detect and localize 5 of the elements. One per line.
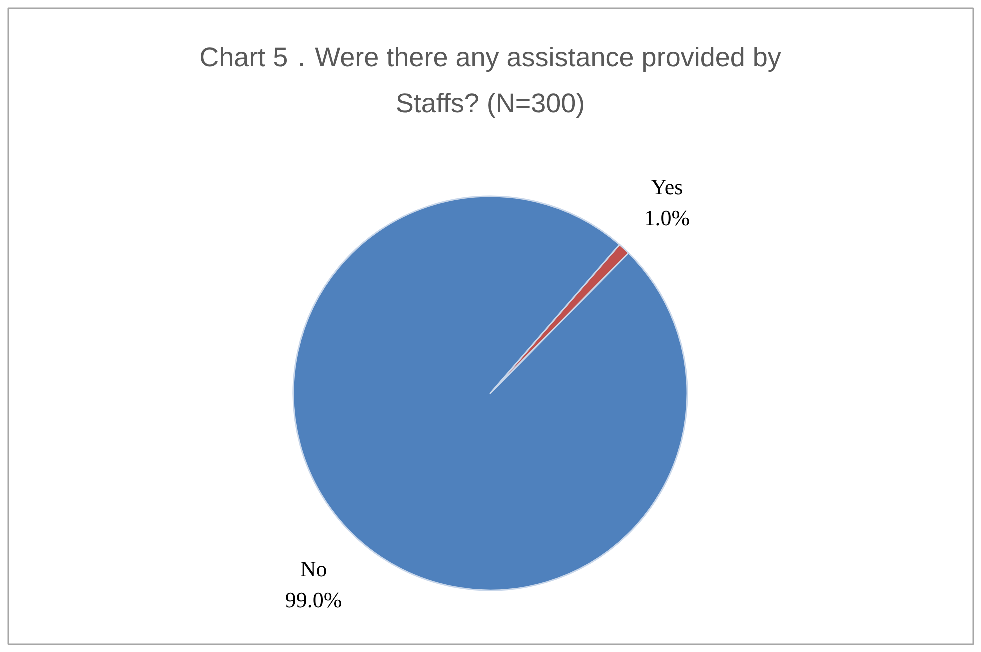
chart-title: Chart 5．Were there any assistance provided by Staffs? (N=300) [200, 42, 782, 118]
slice-label: Yes [651, 174, 684, 200]
slice-label: No [300, 556, 328, 582]
data-label: 1.0% [644, 206, 690, 231]
data-label: 99.0% [285, 587, 342, 612]
